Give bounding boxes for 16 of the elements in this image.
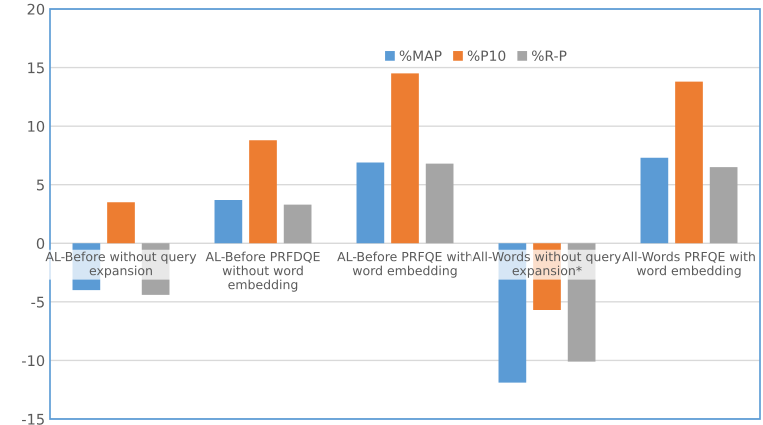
- y-tick-label: 15: [28, 62, 44, 74]
- legend-label: %MAP: [400, 50, 442, 61]
- y-tick-label: 0: [36, 238, 44, 250]
- y-tick-label: 20: [28, 4, 44, 15]
- y-tick-label: -15: [22, 414, 44, 425]
- x-tick-label: AL-Before PRFDQE without word embedding: [206, 252, 320, 292]
- x-tick-label: All-Words PRFQE with word embedding: [622, 252, 755, 278]
- legend-label: %R-P: [532, 50, 566, 61]
- y-tick-label: -5: [31, 296, 44, 308]
- y-tick-label: 10: [28, 120, 44, 132]
- y-tick-label: -10: [22, 355, 44, 366]
- x-tick-label: All-Words without query expansion*: [472, 252, 622, 278]
- y-tick-label: 5: [36, 180, 44, 190]
- legend-label: %P10: [468, 50, 506, 61]
- x-tick-label: AL-Before PRFQE with word embedding: [337, 252, 472, 278]
- x-tick-label: AL-Before without query expansion: [45, 252, 196, 278]
